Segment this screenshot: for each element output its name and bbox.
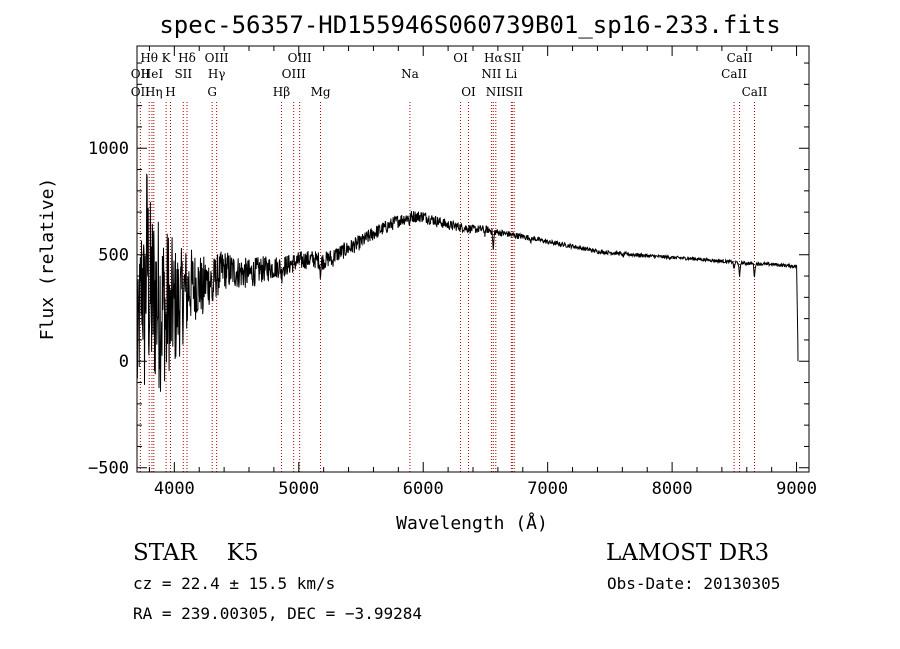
- x-tick-label: 9000: [776, 479, 817, 499]
- emission-line-markers: OII OII Hθ HeI Hη K H SII Hδ OIII Hγ G OIII OIII Hβ Mg N…: [131, 51, 768, 472]
- line-marker-label: Hθ: [140, 51, 158, 65]
- x-tick-label: 4000: [154, 479, 195, 499]
- line-marker-label: CaII: [727, 51, 753, 65]
- line-marker-label: NII: [486, 85, 506, 99]
- line-marker-label: SII: [505, 85, 523, 99]
- line-marker-label: OII: [131, 67, 151, 81]
- line-marker-label: CaII: [721, 67, 747, 81]
- y-tick-label: 1000: [88, 139, 129, 159]
- line-marker-label: OII: [131, 85, 151, 99]
- y-axis-label: Flux (relative): [37, 178, 58, 341]
- line-marker-label: OIII: [288, 51, 312, 65]
- x-axis-label: Wavelength (Å): [396, 512, 548, 534]
- spectral-class: STAR K5: [133, 540, 259, 566]
- line-marker-label: Hα: [484, 51, 503, 65]
- line-marker-label: OIII: [282, 67, 306, 81]
- line-marker-label: Hη: [145, 85, 163, 99]
- line-marker-label: Hγ: [208, 67, 226, 81]
- line-marker-label: OI: [453, 51, 468, 65]
- line-marker-label: HeI: [141, 67, 164, 81]
- x-tick-label: 8000: [652, 479, 693, 499]
- class-label: STAR: [133, 540, 197, 566]
- line-marker-label: NII: [481, 67, 501, 81]
- spectrum-series: [136, 173, 799, 392]
- survey-label: LAMOST DR3: [606, 540, 770, 566]
- y-tick-label: 0: [119, 352, 129, 372]
- line-marker-label: Li: [505, 67, 517, 81]
- y-axis: −500 0 500 1000: [88, 62, 809, 479]
- radec-text: RA = 239.00305, DEC = −3.99284: [133, 604, 422, 623]
- obs-date-text: Obs-Date: 20130305: [607, 574, 781, 593]
- x-tick-label: 6000: [403, 479, 444, 499]
- y-tick-label: 500: [98, 246, 129, 266]
- line-marker-label: CaII: [742, 85, 768, 99]
- x-tick-label: 7000: [527, 479, 568, 499]
- line-marker-label: SII: [174, 67, 192, 81]
- line-marker-label: Na: [401, 67, 419, 81]
- line-marker-label: K: [162, 51, 172, 65]
- chart-title: spec-56357-HD155946S060739B01_sp16-233.f…: [159, 11, 780, 39]
- line-marker-label: OIII: [205, 51, 229, 65]
- subclass-label: K5: [226, 540, 259, 566]
- line-marker-label: Hδ: [178, 51, 196, 65]
- line-marker-label: G: [207, 85, 217, 99]
- line-marker-label: Mg: [311, 85, 331, 99]
- line-marker-label: SII: [503, 51, 521, 65]
- redshift-text: cz = 22.4 ± 15.5 km/s: [133, 574, 336, 593]
- line-marker-label: OI: [461, 85, 476, 99]
- line-marker-label: Hβ: [273, 85, 290, 99]
- y-tick-label: −500: [88, 459, 129, 479]
- line-marker-label: H: [165, 85, 175, 99]
- x-axis: 4000 5000 6000 7000 8000 9000: [148, 46, 817, 499]
- spectrum-line: [136, 173, 799, 392]
- x-tick-label: 5000: [278, 479, 319, 499]
